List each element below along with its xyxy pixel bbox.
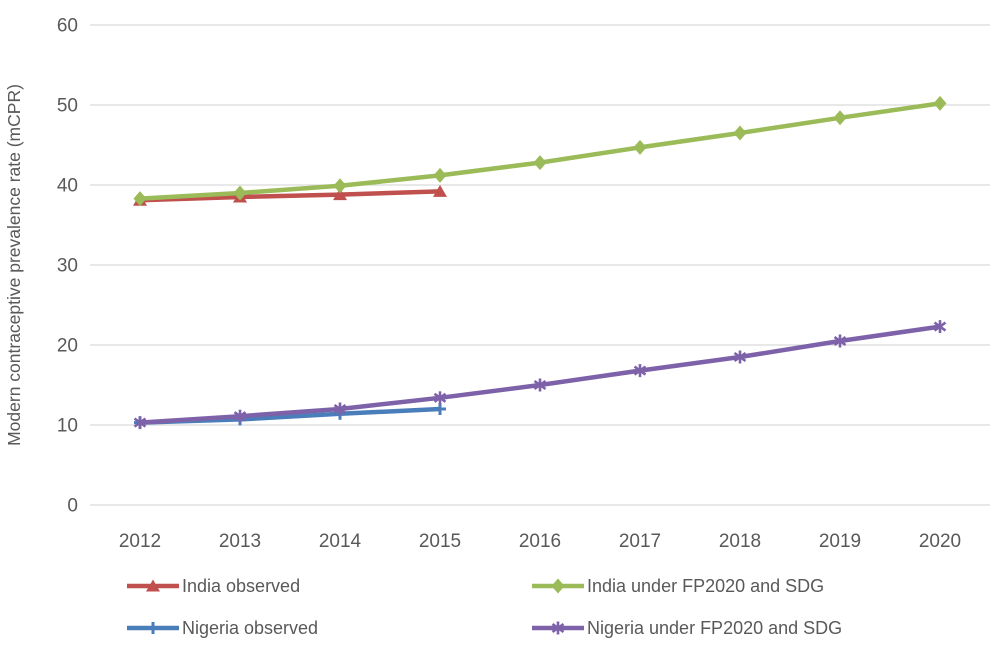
legend-item-nigeria-fp2020-sdg: Nigeria under FP2020 and SDG <box>531 618 842 638</box>
legend-label: India under FP2020 and SDG <box>587 575 825 596</box>
series-india-under-fp2020-and-sdg <box>133 95 947 207</box>
y-tick-label: 30 <box>57 256 78 277</box>
y-tick-label: 10 <box>57 416 78 437</box>
asterisk-marker-icon <box>532 621 584 635</box>
x-tick-label: 2014 <box>319 531 362 552</box>
legend-label: Nigeria under FP2020 and SDG <box>587 617 843 638</box>
x-tick-label: 2015 <box>419 531 461 552</box>
y-tick-label: 50 <box>57 96 78 117</box>
data-series <box>133 95 947 430</box>
series-india-observed <box>133 184 447 206</box>
y-tick-label: 20 <box>57 336 78 357</box>
x-tick-label: 2019 <box>819 531 861 552</box>
legend-label: India observed <box>182 575 301 596</box>
series-nigeria-under-fp2020-and-sdg <box>133 320 947 430</box>
legend-item-india-fp2020-sdg: India under FP2020 and SDG <box>531 576 824 596</box>
legend-label: Nigeria observed <box>182 617 319 638</box>
triangle-marker-icon <box>127 579 179 592</box>
x-tick-label: 2020 <box>919 531 961 552</box>
x-tick-label: 2018 <box>719 531 761 552</box>
y-tick-label: 40 <box>57 176 78 197</box>
gridlines <box>90 24 990 506</box>
x-tick-label: 2017 <box>619 531 661 552</box>
x-tick-label: 2012 <box>119 531 161 552</box>
diamond-marker-icon <box>532 578 584 594</box>
x-tick-label: 2016 <box>519 531 561 552</box>
x-axis-tick-labels: 2012 2013 2014 2015 2016 2017 2018 2019 2020 <box>119 531 961 552</box>
y-tick-label: 60 <box>57 16 78 37</box>
legend-item-nigeria-observed: Nigeria observed <box>126 618 318 638</box>
legend-item-india-observed: India observed <box>126 576 300 596</box>
plus-marker-icon <box>127 622 179 634</box>
y-tick-label: 0 <box>67 496 78 517</box>
y-axis-title: Modern contraceptive prevalence rate (mC… <box>4 84 24 446</box>
y-axis-tick-labels: 0 10 20 30 40 50 60 <box>57 16 78 517</box>
x-tick-label: 2013 <box>219 531 261 552</box>
